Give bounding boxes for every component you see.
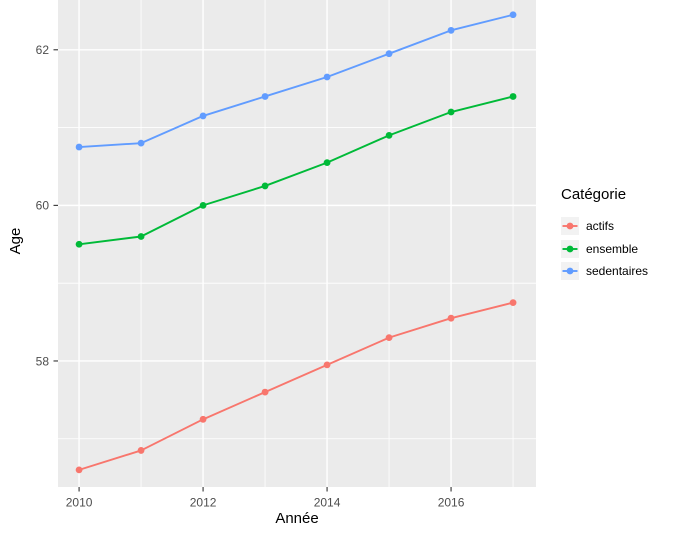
legend-item-actifs: actifs — [561, 217, 673, 235]
legend-title: Catégorie — [561, 186, 627, 203]
legend-item-sedentaires: sedentaires — [561, 262, 673, 280]
data-point-ensemble-2013 — [261, 182, 269, 190]
data-point-ensemble-2016 — [447, 108, 455, 116]
data-point-sedentaires-2015 — [385, 50, 393, 58]
data-point-sedentaires-2016 — [447, 26, 455, 34]
data-point-ensemble-2011 — [137, 233, 145, 240]
series-line-sedentaires — [79, 13, 514, 148]
data-point-ensemble-2015 — [385, 131, 393, 139]
legend: Catégorie actifs ensemble sedentaires — [561, 186, 673, 285]
data-point-actifs-2011 — [137, 447, 145, 454]
x-tick-label: 2014 — [314, 496, 341, 510]
legend-key-icon-sedentaires — [561, 262, 579, 280]
data-point-sedentaires-2013 — [261, 93, 269, 100]
x-tick-label: 2016 — [438, 496, 465, 510]
x-axis-title: Année — [275, 510, 319, 527]
data-point-actifs-2014 — [323, 361, 331, 369]
data-point-sedentaires-2014 — [323, 73, 331, 81]
data-point-actifs-2012 — [199, 415, 207, 423]
y-tick-label: 58 — [36, 354, 50, 368]
legend-label-sedentaires: sedentaires — [586, 264, 649, 278]
series-line-ensemble — [78, 95, 514, 246]
data-point-actifs-2016 — [447, 314, 455, 322]
x-tick-label: 2010 — [66, 496, 93, 510]
series-line-actifs — [78, 301, 514, 471]
x-tick-label: 2012 — [190, 496, 217, 510]
data-point-ensemble-2017 — [509, 93, 517, 100]
legend-items: actifs ensemble sedentaires — [561, 217, 673, 280]
data-point-ensemble-2014 — [323, 159, 331, 166]
legend-label-ensemble: ensemble — [586, 241, 639, 256]
legend-item-ensemble: ensemble — [561, 239, 673, 258]
y-axis-title: Age — [7, 227, 24, 255]
data-point-sedentaires-2011 — [137, 139, 145, 147]
data-point-ensemble-2010 — [75, 240, 83, 248]
data-point-actifs-2010 — [75, 466, 83, 474]
legend-label-actifs: actifs — [586, 219, 615, 233]
legend-key-icon-ensemble — [561, 239, 579, 258]
data-point-sedentaires-2010 — [75, 143, 83, 151]
y-tick-label: 60 — [36, 199, 50, 213]
data-point-sedentaires-2012 — [199, 112, 207, 120]
y-tick-label: 62 — [36, 43, 50, 57]
panel-background — [58, 0, 536, 487]
data-point-actifs-2017 — [509, 299, 517, 307]
data-point-ensemble-2012 — [199, 201, 207, 209]
data-point-sedentaires-2017 — [509, 11, 517, 19]
legend-key-icon-actifs — [561, 217, 579, 235]
data-point-actifs-2015 — [385, 334, 393, 342]
data-point-actifs-2013 — [261, 388, 269, 396]
